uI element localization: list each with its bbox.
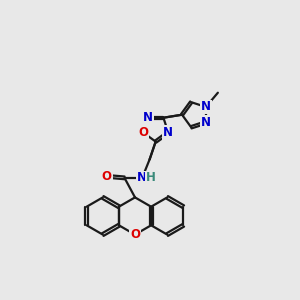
Text: O: O — [130, 228, 140, 241]
Text: N: N — [143, 111, 153, 124]
Text: O: O — [138, 126, 148, 139]
Text: N: N — [163, 126, 173, 139]
Text: N: N — [201, 116, 211, 129]
Text: N: N — [137, 171, 147, 184]
Text: O: O — [102, 170, 112, 183]
Text: H: H — [146, 171, 156, 184]
Text: N: N — [201, 100, 211, 113]
